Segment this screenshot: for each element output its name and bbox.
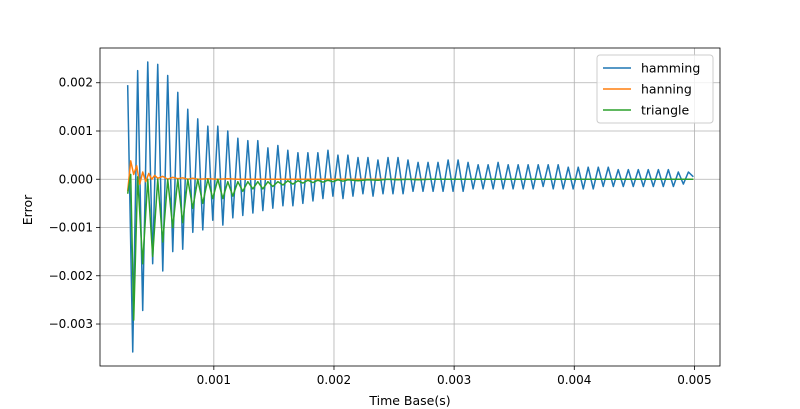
y-axis-label: Error [20,194,35,225]
legend-label-hamming: hamming [641,61,700,76]
x-tick-label: 0.005 [677,373,711,387]
plot-frame [99,47,721,367]
legend: hamming hanning triangle [596,54,714,124]
x-axis-label: Time Base(s) [368,393,450,408]
x-tick-label: 0.002 [317,373,351,387]
series-line-triangle [126,173,694,321]
y-tick-label: 0.000 [59,172,93,186]
x-tick-label: 0.003 [437,373,471,387]
y-tick-label: −0.001 [49,221,93,235]
series-layer [126,61,694,353]
y-tick-label: 0.002 [59,76,93,90]
series-line-hamming [126,61,694,353]
x-tick-label: 0.004 [557,373,591,387]
y-tick-label: 0.001 [59,124,93,138]
legend-label-hanning: hanning [641,82,692,97]
x-tick-label: 0.001 [197,373,231,387]
y-tick-label: −0.002 [49,269,93,283]
legend-box [596,54,714,124]
legend-label-triangle: triangle [641,103,690,118]
y-tick-label: −0.003 [49,317,93,331]
ticks: 0.001 0.002 0.003 0.004 0.005 0.002 0.001 0.000… [49,76,712,387]
